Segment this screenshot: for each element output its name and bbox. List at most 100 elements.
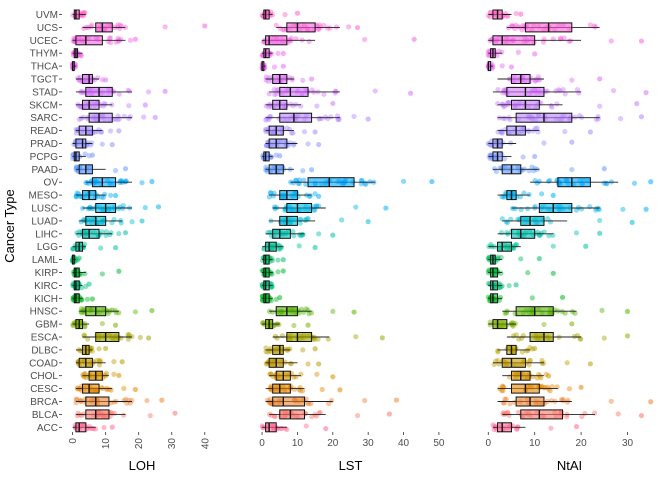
data-point (296, 177, 303, 183)
data-point (95, 194, 101, 200)
outlier-point (312, 346, 318, 352)
data-point (271, 204, 278, 210)
data-point (494, 52, 500, 59)
data-point (263, 349, 269, 355)
data-point (567, 38, 574, 44)
box-group-pcpg (260, 151, 283, 162)
data-point (515, 424, 521, 430)
outlier-point (546, 373, 552, 379)
box-group-thca (485, 61, 515, 72)
data-point (560, 86, 566, 93)
outlier-point (275, 50, 281, 56)
data-point (495, 100, 501, 107)
data-point (315, 26, 321, 32)
y-tick-label-stad: STAD (32, 87, 58, 98)
data-point (70, 246, 76, 252)
data-point (263, 164, 269, 170)
outlier-point (569, 77, 575, 83)
data-point (282, 359, 288, 365)
box (497, 241, 512, 252)
outlier-point (351, 309, 357, 315)
data-point (562, 91, 568, 97)
box-group-kirp (485, 267, 556, 278)
box-group-hnsc (502, 306, 631, 317)
data-point (77, 348, 83, 354)
outlier-point (518, 256, 524, 262)
data-point (109, 220, 115, 226)
box-group-gbm (487, 319, 575, 330)
data-point (120, 205, 126, 212)
data-point (264, 142, 270, 148)
box-group-read (263, 125, 318, 136)
data-point (325, 336, 332, 342)
box (279, 86, 309, 97)
x-axis-loh: 0 10 20 30 40 LOH (68, 432, 211, 473)
outlier-point (162, 24, 168, 30)
outlier-point (112, 192, 119, 199)
data-point (85, 206, 91, 212)
data-point (126, 88, 133, 94)
data-point (284, 426, 290, 433)
box (75, 422, 87, 433)
data-point (277, 246, 283, 252)
data-point (545, 215, 551, 222)
y-tick-label-cesc: CESC (30, 384, 58, 395)
data-point (263, 142, 270, 148)
box-group-cesc (497, 383, 584, 394)
data-point (546, 386, 552, 392)
y-tick-label-gbm: GBM (35, 320, 58, 331)
outlier-point (296, 243, 302, 249)
box (85, 396, 110, 407)
data-point (266, 116, 272, 123)
data-point (300, 388, 306, 394)
data-point (487, 319, 493, 325)
data-point (510, 333, 517, 339)
box (73, 293, 80, 304)
data-point (78, 297, 85, 303)
data-point (92, 77, 98, 83)
data-point (263, 345, 269, 351)
data-point (363, 181, 369, 188)
outlier-point (330, 374, 336, 380)
data-point (493, 168, 500, 175)
data-point (587, 204, 593, 210)
box-group-esca (81, 331, 152, 342)
outlier-point (146, 89, 152, 95)
data-point (123, 179, 129, 185)
x-tick-label: 30 (622, 438, 634, 449)
box-group-coad (75, 357, 125, 368)
data-point (560, 398, 566, 404)
data-point (505, 13, 511, 19)
data-point (536, 232, 543, 238)
box (497, 422, 512, 433)
data-point (498, 254, 504, 261)
outlier-point (408, 90, 414, 96)
outlier-point (312, 244, 318, 251)
data-point (290, 130, 296, 136)
box-group-chol (80, 370, 122, 381)
data-point (107, 35, 113, 41)
data-point (299, 306, 305, 312)
data-point (535, 74, 542, 80)
data-point (103, 370, 110, 376)
data-point (126, 331, 132, 338)
data-point (534, 125, 540, 131)
box-group-coad (263, 357, 322, 368)
data-point (512, 206, 518, 212)
data-point (526, 362, 532, 368)
box (73, 9, 80, 20)
box-group-ov (83, 177, 155, 188)
box-group-brca (497, 396, 654, 407)
box (73, 267, 80, 278)
data-point (78, 90, 85, 96)
data-point (263, 77, 269, 83)
outlier-point (98, 245, 104, 251)
data-point (582, 410, 588, 417)
data-point (293, 177, 299, 183)
data-point (71, 35, 77, 41)
outlier-point (312, 129, 318, 135)
data-point (595, 205, 602, 212)
data-point (268, 371, 274, 377)
outlier-point (601, 166, 607, 172)
x-tick-label: 10 (529, 438, 541, 449)
